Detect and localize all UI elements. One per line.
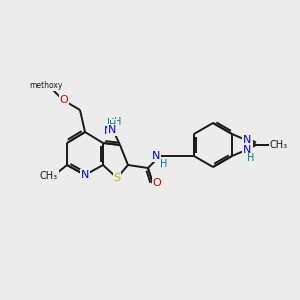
Text: CH₃: CH₃ [40,171,58,181]
Text: CH₃: CH₃ [270,140,288,150]
Text: O: O [153,178,161,188]
Text: N: N [108,125,116,135]
Text: N: N [243,146,252,155]
Text: N: N [81,170,89,180]
Text: H: H [107,118,115,128]
Text: H: H [160,159,168,169]
Text: H: H [109,120,117,130]
Text: N: N [243,135,252,145]
Text: H: H [114,117,122,127]
Text: O: O [60,95,68,105]
Text: N: N [104,126,112,136]
Text: N: N [152,151,160,161]
Text: S: S [113,173,121,183]
Text: H: H [247,153,254,164]
Text: methoxy: methoxy [29,82,63,91]
